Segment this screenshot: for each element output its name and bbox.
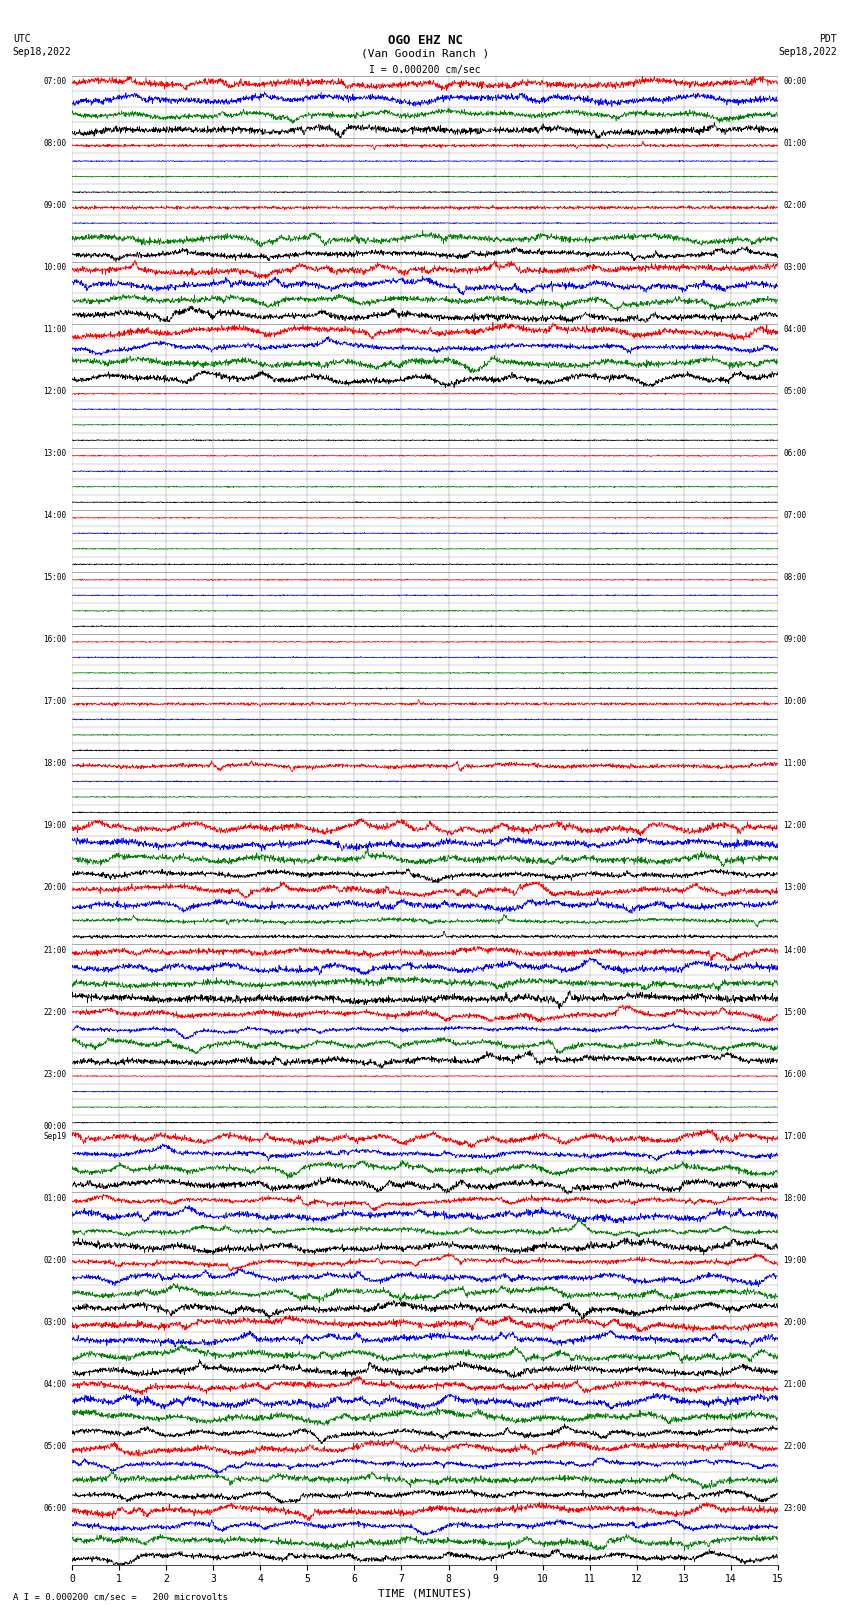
Text: OGO EHZ NC: OGO EHZ NC: [388, 34, 462, 47]
Text: 23:00: 23:00: [43, 1069, 66, 1079]
Text: 09:00: 09:00: [784, 636, 807, 644]
Text: 16:00: 16:00: [784, 1069, 807, 1079]
Text: 07:00: 07:00: [784, 511, 807, 521]
Text: 16:00: 16:00: [43, 636, 66, 644]
Text: 18:00: 18:00: [43, 760, 66, 768]
Text: PDT: PDT: [819, 34, 837, 44]
Text: 14:00: 14:00: [784, 945, 807, 955]
Text: 20:00: 20:00: [43, 884, 66, 892]
Text: 03:00: 03:00: [784, 263, 807, 273]
Text: UTC: UTC: [13, 34, 31, 44]
Text: 11:00: 11:00: [43, 326, 66, 334]
Text: 14:00: 14:00: [43, 511, 66, 521]
Text: A I = 0.000200 cm/sec =   200 microvolts: A I = 0.000200 cm/sec = 200 microvolts: [13, 1592, 228, 1602]
Text: 10:00: 10:00: [43, 263, 66, 273]
Text: 05:00: 05:00: [784, 387, 807, 397]
Text: 02:00: 02:00: [784, 202, 807, 210]
Text: 13:00: 13:00: [43, 450, 66, 458]
Text: 15:00: 15:00: [43, 573, 66, 582]
X-axis label: TIME (MINUTES): TIME (MINUTES): [377, 1589, 473, 1598]
Text: (Van Goodin Ranch ): (Van Goodin Ranch ): [361, 48, 489, 58]
Text: 06:00: 06:00: [784, 450, 807, 458]
Text: Sep19: Sep19: [43, 1132, 66, 1140]
Text: 12:00: 12:00: [784, 821, 807, 831]
Text: 21:00: 21:00: [43, 945, 66, 955]
Text: 04:00: 04:00: [43, 1379, 66, 1389]
Text: 04:00: 04:00: [784, 326, 807, 334]
Text: 17:00: 17:00: [784, 1132, 807, 1140]
Text: 10:00: 10:00: [784, 697, 807, 706]
Text: 00:00: 00:00: [43, 1123, 66, 1131]
Text: 03:00: 03:00: [43, 1318, 66, 1327]
Text: 18:00: 18:00: [784, 1194, 807, 1203]
Text: 00:00: 00:00: [784, 77, 807, 85]
Text: 05:00: 05:00: [43, 1442, 66, 1450]
Text: Sep18,2022: Sep18,2022: [13, 47, 71, 56]
Text: 08:00: 08:00: [784, 573, 807, 582]
Text: 02:00: 02:00: [43, 1255, 66, 1265]
Text: 01:00: 01:00: [784, 139, 807, 148]
Text: 19:00: 19:00: [43, 821, 66, 831]
Text: 21:00: 21:00: [784, 1379, 807, 1389]
Text: 19:00: 19:00: [784, 1255, 807, 1265]
Text: 15:00: 15:00: [784, 1008, 807, 1016]
Text: 12:00: 12:00: [43, 387, 66, 397]
Text: 08:00: 08:00: [43, 139, 66, 148]
Text: 23:00: 23:00: [784, 1503, 807, 1513]
Text: 07:00: 07:00: [43, 77, 66, 85]
Text: 06:00: 06:00: [43, 1503, 66, 1513]
Text: 13:00: 13:00: [784, 884, 807, 892]
Text: 11:00: 11:00: [784, 760, 807, 768]
Text: 22:00: 22:00: [784, 1442, 807, 1450]
Text: Sep18,2022: Sep18,2022: [779, 47, 837, 56]
Text: 01:00: 01:00: [43, 1194, 66, 1203]
Text: 17:00: 17:00: [43, 697, 66, 706]
Text: 09:00: 09:00: [43, 202, 66, 210]
Text: 22:00: 22:00: [43, 1008, 66, 1016]
Text: I = 0.000200 cm/sec: I = 0.000200 cm/sec: [369, 65, 481, 74]
Text: 20:00: 20:00: [784, 1318, 807, 1327]
